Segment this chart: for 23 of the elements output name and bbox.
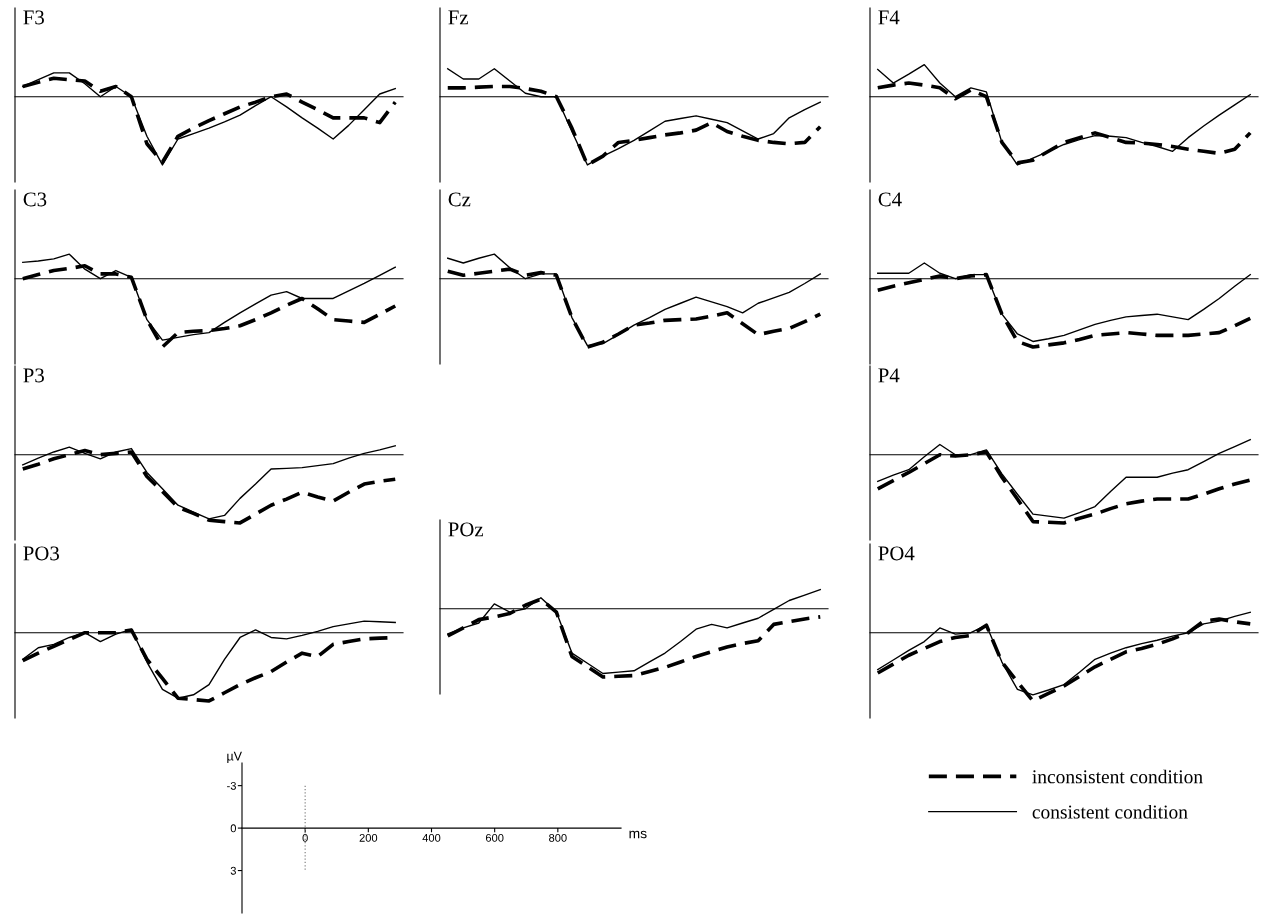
chart-title: C4 bbox=[878, 192, 902, 207]
chart-title: Fz bbox=[448, 10, 469, 25]
chart-title: P4 bbox=[878, 368, 900, 383]
y-axis-title: µV bbox=[227, 751, 242, 763]
chart-title: PO4 bbox=[878, 546, 915, 561]
chart-title: F4 bbox=[878, 10, 900, 25]
y-tick-label: -3 bbox=[227, 781, 236, 790]
chart-title: F3 bbox=[23, 10, 44, 25]
legend-label: inconsistent condition bbox=[1032, 769, 1203, 784]
chart-title: POz bbox=[448, 522, 484, 537]
x-tick-label: 800 bbox=[549, 833, 567, 842]
x-tick-label: 200 bbox=[359, 833, 378, 842]
chart-title: Cz bbox=[448, 192, 471, 207]
y-tick-label: 0 bbox=[230, 824, 237, 833]
x-tick-label: 400 bbox=[422, 833, 441, 842]
x-axis-title: ms bbox=[629, 830, 647, 839]
chart-title: P3 bbox=[23, 368, 44, 383]
chart-title: PO3 bbox=[23, 546, 59, 561]
legend-label: consistent condition bbox=[1032, 804, 1188, 819]
x-tick-label: 0 bbox=[302, 833, 308, 842]
x-tick-label: 600 bbox=[485, 833, 504, 842]
y-tick-label: 3 bbox=[230, 866, 236, 875]
chart-title: C3 bbox=[23, 192, 47, 207]
